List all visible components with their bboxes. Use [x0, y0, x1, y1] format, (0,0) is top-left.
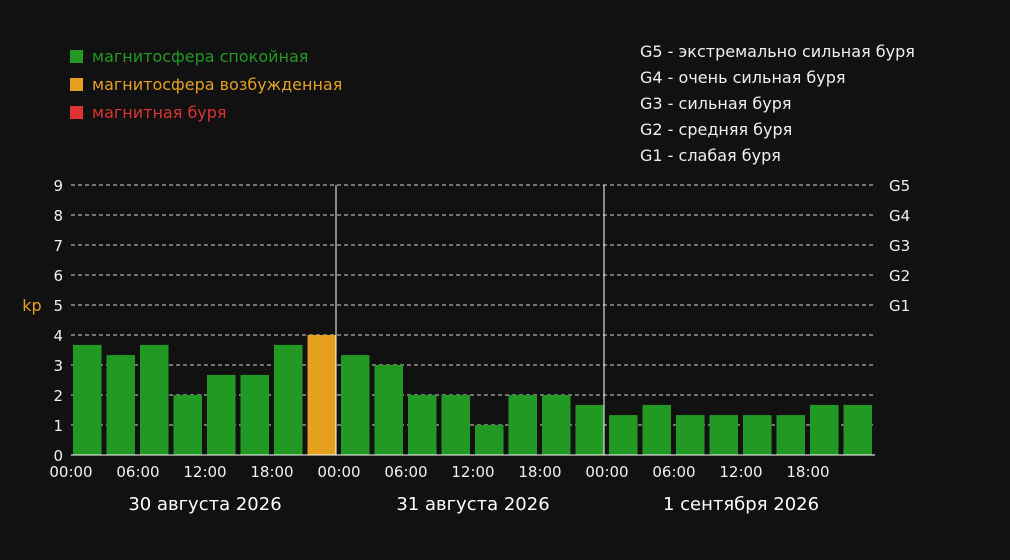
y-tick-label-5: 5: [53, 297, 63, 315]
x-tick-label-5: 00:00: [317, 463, 360, 481]
legend-item-quiet: магнитосфера спокойная: [70, 42, 342, 70]
right-tick-label-g3: G3: [889, 237, 910, 255]
x-tick-label-4: 18:00: [250, 463, 293, 481]
x-tick-label-6: 06:00: [384, 463, 427, 481]
kp-bar-21: [743, 415, 772, 455]
day-label-3: 1 сентября 2026: [663, 494, 819, 515]
x-tick-label-7: 12:00: [451, 463, 494, 481]
kp-bar-3: [140, 344, 169, 455]
legend-swatch-active: [70, 77, 83, 91]
kp-bar-19: [676, 415, 705, 455]
storm-scale-g3: G3 - сильная буря: [640, 94, 792, 113]
kp-bar-12: [441, 395, 470, 455]
legend-swatch-storm: [70, 105, 83, 119]
kp-bar-1: [73, 344, 102, 455]
kp-bar-14: [508, 395, 537, 455]
x-tick-label-9: 00:00: [585, 463, 628, 481]
right-tick-label-g4: G4: [889, 207, 910, 225]
chart-legend: магнитосфера спокойная магнитосфера возб…: [70, 42, 342, 126]
storm-scale-g1: G1 - слабая буря: [640, 146, 781, 165]
y-axis-label: kp: [22, 296, 41, 315]
kp-bar-2: [106, 355, 135, 455]
day-label-2: 31 августа 2026: [396, 494, 549, 515]
y-tick-label-3: 3: [53, 357, 63, 375]
kp-bar-11: [408, 395, 437, 455]
kp-bar-8: [307, 335, 336, 455]
y-tick-label-0: 0: [53, 447, 63, 465]
storm-scale-g5: G5 - экстремально сильная буря: [640, 42, 915, 61]
x-tick-label-12: 18:00: [786, 463, 829, 481]
x-tick-label-10: 06:00: [652, 463, 695, 481]
y-tick-label-6: 6: [53, 267, 63, 285]
kp-bar-10: [374, 365, 403, 455]
legend-item-storm: магнитная буря: [70, 98, 342, 126]
x-tick-label-3: 12:00: [183, 463, 226, 481]
x-tick-label-11: 12:00: [719, 463, 762, 481]
kp-bar-23: [810, 404, 839, 455]
legend-label-quiet: магнитосфера спокойная: [92, 46, 309, 66]
legend-item-active: магнитосфера возбужденная: [70, 70, 342, 98]
kp-bar-18: [642, 404, 671, 455]
right-tick-label-g5: G5: [889, 177, 910, 195]
y-tick-label-8: 8: [53, 207, 63, 225]
y-tick-label-2: 2: [53, 387, 63, 405]
kp-bar-22: [776, 415, 805, 455]
y-tick-label-1: 1: [53, 417, 63, 435]
x-tick-label-1: 00:00: [49, 463, 92, 481]
kp-bar-4: [173, 395, 202, 455]
day-label-1: 30 августа 2026: [128, 494, 281, 515]
y-tick-label-7: 7: [53, 237, 63, 255]
storm-scale-g2: G2 - средняя буря: [640, 120, 793, 139]
kp-bar-24: [843, 404, 872, 455]
legend-label-active: магнитосфера возбужденная: [92, 74, 343, 94]
kp-bar-20: [709, 415, 738, 455]
kp-bar-17: [609, 415, 638, 455]
storm-scale-g4: G4 - очень сильная буря: [640, 68, 846, 87]
kp-bar-6: [240, 374, 269, 455]
kp-bar-9: [341, 355, 370, 455]
kp-bar-5: [207, 374, 236, 455]
right-tick-label-g2: G2: [889, 267, 910, 285]
kp-bar-13: [475, 425, 504, 455]
right-tick-label-g1: G1: [889, 297, 910, 315]
y-tick-label-9: 9: [53, 177, 63, 195]
y-tick-label-4: 4: [53, 327, 63, 345]
storm-scale-legend: G5 - экстремально сильная буря G4 - очен…: [640, 41, 915, 171]
legend-swatch-quiet: [70, 49, 83, 63]
kp-bar-16: [575, 404, 604, 455]
legend-label-storm: магнитная буря: [92, 102, 227, 122]
x-tick-label-2: 06:00: [116, 463, 159, 481]
x-tick-label-8: 18:00: [518, 463, 561, 481]
kp-bar-15: [542, 395, 571, 455]
kp-bar-7: [274, 344, 303, 455]
